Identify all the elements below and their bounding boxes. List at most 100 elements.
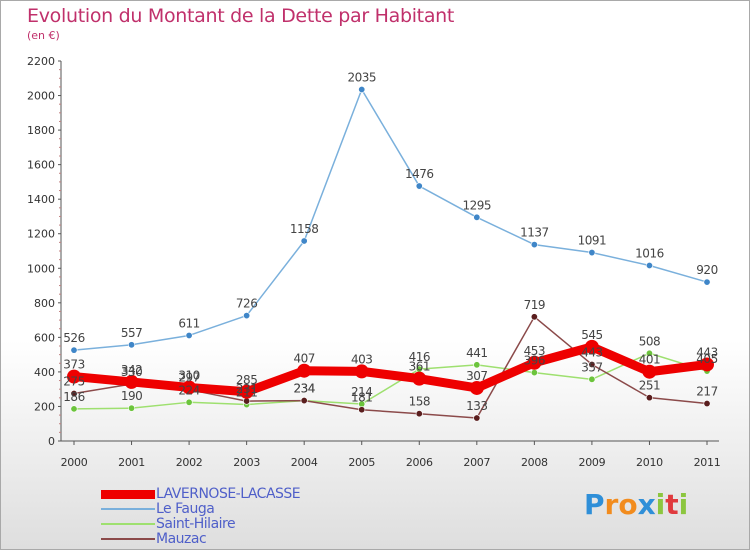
data-label: 275 (63, 375, 84, 389)
proxiti-logo: Proxiti (584, 488, 688, 521)
data-point (642, 364, 657, 379)
data-point (358, 86, 366, 94)
data-label: 719 (524, 298, 545, 312)
data-point (124, 374, 139, 389)
logo-letter: t (665, 488, 679, 521)
y-tick-label: 1200 (27, 228, 55, 241)
legend-swatch (101, 523, 155, 525)
data-point (185, 331, 193, 339)
data-label: 1295 (463, 198, 492, 212)
data-label: 920 (696, 263, 717, 277)
y-tick-label: 800 (34, 297, 55, 310)
data-label: 726 (236, 297, 257, 311)
data-label: 443 (696, 345, 717, 359)
series-line-lavernose-lacasse (69, 342, 712, 397)
legend-swatch (101, 538, 155, 540)
data-point (473, 213, 481, 221)
legend-item: Le Fauga (101, 501, 215, 517)
x-tick-label: 2008 (521, 456, 548, 469)
data-label: 508 (639, 334, 660, 348)
legend-label: Mauzac (156, 531, 207, 547)
data-point (645, 394, 653, 402)
x-tick-label: 2002 (176, 456, 203, 469)
data-label: 234 (293, 382, 314, 396)
data-label: 285 (236, 373, 257, 387)
data-label: 2035 (347, 71, 376, 85)
data-point (530, 313, 538, 321)
legend-label: LAVERNOSE-LACASSE (156, 486, 301, 502)
y-tick-label: 1400 (27, 193, 55, 206)
legend-label: Saint-Hilaire (156, 516, 236, 532)
logo-letter: r (604, 488, 619, 521)
data-label: 1091 (578, 234, 607, 248)
data-point (297, 363, 312, 378)
data-label: 373 (63, 358, 84, 372)
x-tick-label: 2009 (579, 456, 606, 469)
legend-item: Mauzac (101, 531, 207, 547)
data-point (70, 405, 78, 413)
data-point (67, 369, 81, 384)
logo-letter: P (584, 488, 605, 521)
logo-letter: x (637, 488, 656, 521)
data-label: 217 (696, 385, 717, 399)
x-tick-label: 2004 (291, 456, 318, 469)
x-tick-label: 2003 (233, 456, 260, 469)
data-label: 214 (351, 385, 372, 399)
data-point (645, 262, 653, 270)
logo-letter: o (618, 488, 638, 521)
data-label: 407 (293, 352, 314, 366)
data-point (70, 389, 78, 397)
data-point (128, 341, 136, 349)
data-point (185, 398, 193, 406)
data-label: 403 (351, 352, 372, 366)
data-point (358, 406, 366, 414)
data-point (584, 339, 599, 354)
y-tick-label: 2000 (27, 90, 55, 103)
data-point (645, 349, 653, 357)
data-label: 158 (409, 395, 430, 409)
data-label: 1158 (290, 222, 319, 236)
data-point (415, 182, 423, 190)
data-point (354, 364, 369, 379)
y-tick-label: 400 (34, 366, 55, 379)
data-point (412, 371, 427, 386)
data-point (703, 400, 711, 408)
data-label: 186 (63, 390, 84, 404)
data-point (530, 369, 538, 377)
data-label: 401 (639, 353, 660, 367)
chart-subtitle: (en €) (27, 29, 60, 42)
data-label: 1016 (635, 247, 664, 261)
series-line-saint-hilaire (73, 352, 708, 410)
data-label: 1137 (520, 226, 549, 240)
data-point (243, 312, 251, 320)
data-point (700, 357, 714, 372)
data-label: 1476 (405, 167, 434, 181)
data-label: 234 (293, 382, 314, 396)
legend-item: LAVERNOSE-LACASSE (101, 486, 301, 502)
x-tick-label: 2011 (694, 456, 721, 469)
x-tick-label: 2007 (463, 456, 490, 469)
x-tick-label: 2005 (348, 456, 375, 469)
data-label: 545 (581, 328, 602, 342)
legend-item: Saint-Hilaire (101, 516, 236, 532)
data-label: 251 (639, 379, 660, 393)
legend-swatch (101, 508, 155, 510)
data-label: 526 (63, 331, 84, 345)
y-tick-label: 0 (48, 435, 55, 448)
data-point (527, 355, 542, 370)
data-label: 416 (409, 350, 430, 364)
x-tick-label: 2010 (636, 456, 663, 469)
data-label: 310 (178, 368, 199, 382)
legend-label: Le Fauga (156, 501, 215, 517)
data-label: 443 (581, 345, 602, 359)
data-label: 453 (524, 344, 545, 358)
x-tick-label: 2006 (406, 456, 433, 469)
data-label: 224 (178, 383, 199, 397)
data-point (588, 360, 596, 368)
y-tick-label: 600 (34, 331, 55, 344)
y-tick-label: 200 (34, 400, 55, 413)
data-label: 231 (236, 382, 257, 396)
data-label: 181 (351, 391, 372, 405)
data-label: 357 (581, 360, 602, 374)
